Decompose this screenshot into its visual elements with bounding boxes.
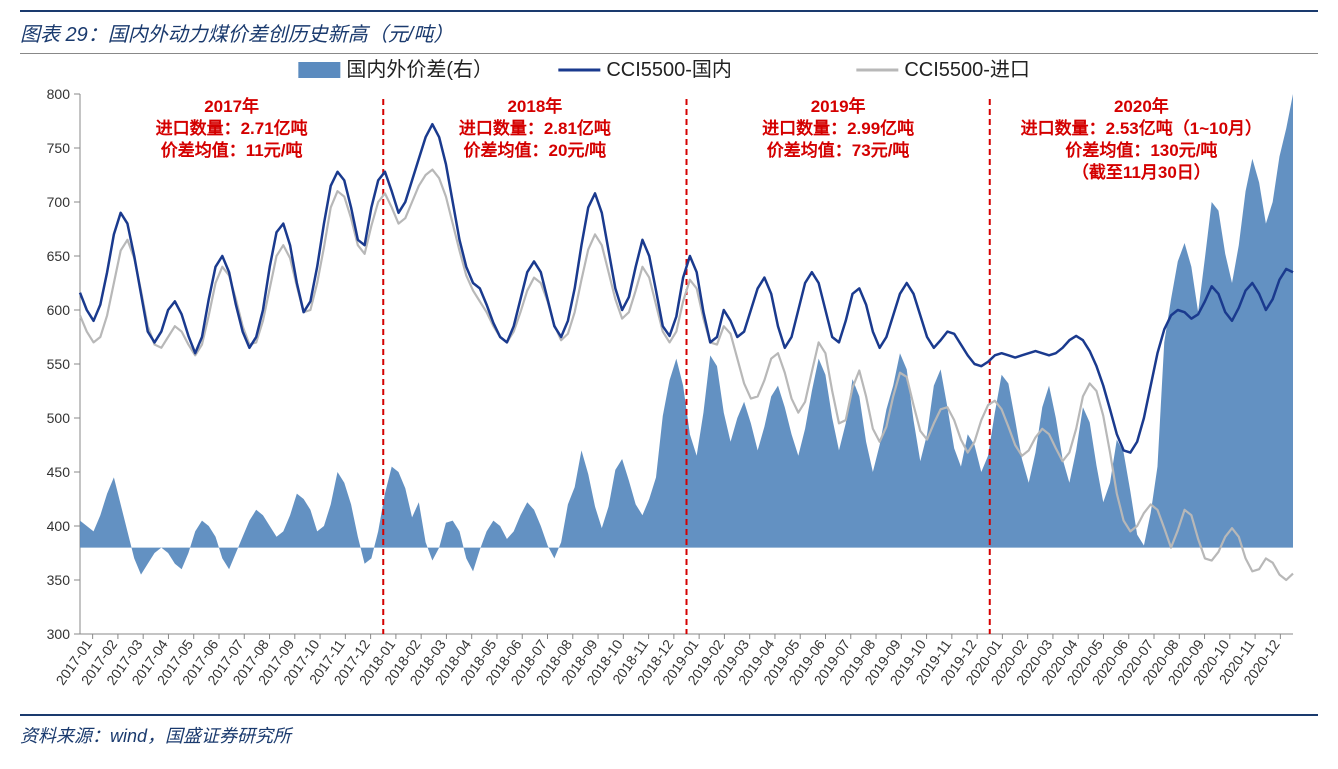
svg-text:650: 650	[47, 248, 71, 264]
chart-title: 图表 29：国内外动力煤价差创历史新高（元/吨）	[20, 10, 1318, 54]
annotation-text: 价差均值：73元/吨	[767, 140, 910, 160]
svg-text:500: 500	[47, 410, 71, 426]
svg-text:350: 350	[47, 572, 71, 588]
svg-text:450: 450	[47, 464, 71, 480]
annotation-text: 2018年	[507, 96, 562, 116]
svg-text:400: 400	[47, 518, 71, 534]
annotation-text: 价差均值：11元/吨	[161, 140, 303, 160]
annotation-text: 2020年	[1114, 96, 1169, 116]
svg-text:750: 750	[47, 140, 71, 156]
legend-label: CCI5500-进口	[904, 58, 1030, 81]
annotation-text: 价差均值：130元/吨	[1065, 140, 1217, 160]
legend: 国内外价差(右） CCI5500-国内 CCI5500-进口	[298, 58, 1030, 81]
annotation-text: 价差均值：20元/吨	[464, 140, 607, 160]
svg-text:300: 300	[47, 626, 71, 642]
chart-source: 资料来源：wind，国盛证券研究所	[20, 714, 1318, 754]
svg-text:550: 550	[47, 356, 71, 372]
legend-label: CCI5500-国内	[606, 58, 732, 81]
legend-swatch	[298, 62, 340, 78]
annotation-text: （截至11月30日）	[1072, 162, 1211, 182]
chart-container: 图表 29：国内外动力煤价差创历史新高（元/吨） 300 350 400 450 500…	[0, 0, 1338, 769]
annotation-text: 进口数量：2.81亿吨	[459, 118, 611, 138]
svg-text:700: 700	[47, 194, 71, 210]
legend-label: 国内外价差(右）	[346, 58, 493, 81]
price-spread-chart: 3003504004505005506006507007508002017-01…	[20, 54, 1318, 714]
annotation-text: 2017年	[204, 96, 259, 116]
annotation-text: 2019年	[811, 96, 866, 116]
annotation-text: 进口数量：2.99亿吨	[762, 118, 914, 138]
svg-text:800: 800	[47, 86, 71, 102]
annotation-text: 进口数量：2.53亿吨（1~10月）	[1021, 118, 1262, 138]
svg-text:600: 600	[47, 302, 71, 318]
annotation-text: 进口数量：2.71亿吨	[156, 118, 308, 138]
